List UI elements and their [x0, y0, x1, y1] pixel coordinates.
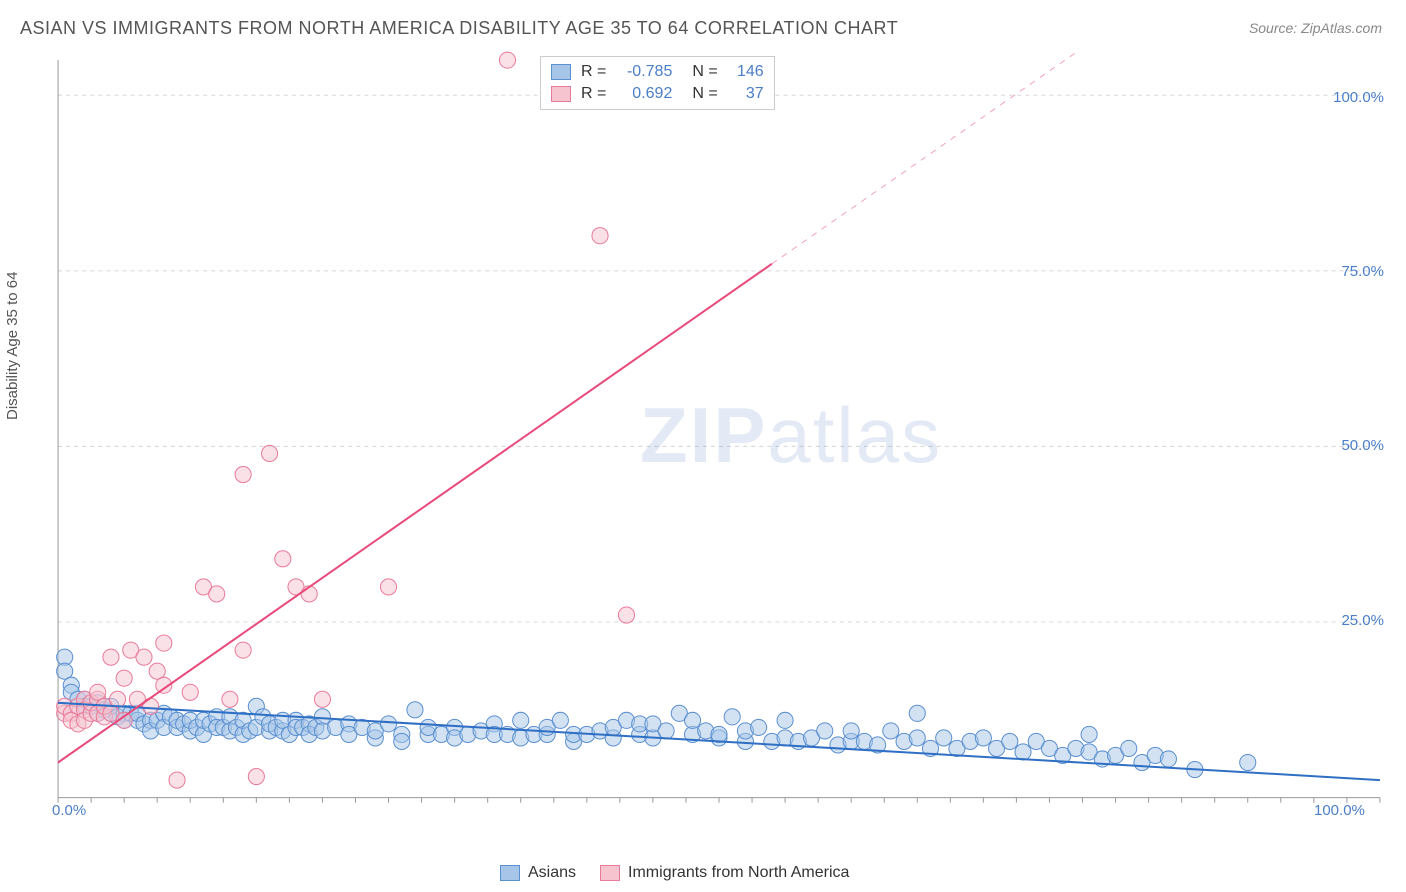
n-value-blue: 146 [724, 63, 764, 81]
y-tick-label: 25.0% [1341, 612, 1384, 629]
source-label: Source: ZipAtlas.com [1249, 20, 1382, 36]
legend-swatch-pink [551, 86, 571, 102]
legend-swatch-pink [600, 865, 620, 881]
n-label: N = [692, 63, 717, 81]
x-tick-label: 100.0% [1314, 802, 1365, 819]
correlation-chart [50, 50, 1390, 840]
stats-legend-row: R = -0.785 N = 146 [551, 61, 764, 83]
n-value-pink: 37 [724, 85, 764, 103]
legend-swatch-blue [551, 64, 571, 80]
y-tick-label: 75.0% [1341, 263, 1384, 280]
legend-item-asians: Asians [500, 864, 576, 882]
r-value-pink: 0.692 [614, 85, 672, 103]
legend-swatch-blue [500, 865, 520, 881]
legend-label: Immigrants from North America [628, 864, 849, 882]
stats-legend-row: R = 0.692 N = 37 [551, 83, 764, 105]
chart-title: ASIAN VS IMMIGRANTS FROM NORTH AMERICA D… [20, 18, 898, 39]
stats-legend: R = -0.785 N = 146 R = 0.692 N = 37 [540, 56, 775, 110]
r-value-blue: -0.785 [614, 63, 672, 81]
n-label: N = [692, 85, 717, 103]
r-label: R = [581, 85, 606, 103]
y-axis-label: Disability Age 35 to 64 [4, 272, 21, 420]
y-tick-label: 50.0% [1341, 437, 1384, 454]
legend-label: Asians [528, 864, 576, 882]
series-legend: Asians Immigrants from North America [500, 864, 849, 882]
legend-item-immigrants: Immigrants from North America [600, 864, 849, 882]
r-label: R = [581, 63, 606, 81]
y-tick-label: 100.0% [1333, 89, 1384, 106]
x-tick-label: 0.0% [52, 802, 86, 819]
